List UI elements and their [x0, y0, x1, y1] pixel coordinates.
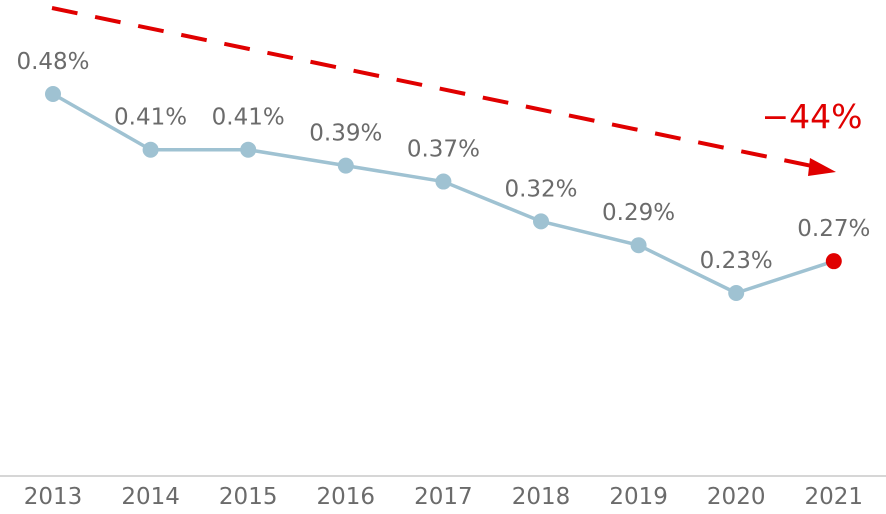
data-point-2017 — [435, 173, 452, 190]
data-point-2019 — [630, 237, 647, 254]
data-label-2020: 0.23% — [700, 248, 773, 274]
x-tick-2016: 2016 — [317, 484, 376, 510]
x-tick-2021: 2021 — [805, 484, 864, 510]
x-tick-2020: 2020 — [707, 484, 766, 510]
data-point-2016 — [337, 157, 354, 174]
data-label-2021: 0.27% — [797, 216, 870, 242]
data-label-2019: 0.29% — [602, 200, 675, 226]
data-point-2018 — [533, 213, 549, 230]
data-labels: 0.48% 0.41% 0.41% 0.39% 0.37% 0.32% 0.29% 0.23%… — [16, 49, 870, 274]
x-tick-2015: 2015 — [219, 484, 278, 510]
data-label-2015: 0.41% — [212, 105, 285, 131]
data-label-2017: 0.37% — [407, 137, 480, 163]
trend-label: −44% — [762, 97, 863, 136]
data-label-2014: 0.41% — [114, 105, 187, 131]
data-point-2013 — [45, 86, 61, 102]
x-tick-2013: 2013 — [24, 484, 83, 510]
x-tick-2018: 2018 — [512, 484, 571, 510]
data-label-2013: 0.48% — [16, 49, 89, 75]
data-points — [45, 86, 842, 301]
data-label-2016: 0.39% — [309, 121, 382, 147]
data-point-2014 — [142, 141, 159, 158]
data-label-2018: 0.32% — [504, 176, 577, 202]
x-tick-2014: 2014 — [121, 484, 180, 510]
x-tick-labels: 2013 2014 2015 2016 2017 2018 2019 2020 2021 — [24, 484, 863, 510]
x-tick-2019: 2019 — [609, 484, 668, 510]
data-point-2021 — [825, 253, 842, 270]
data-point-2015 — [240, 141, 257, 158]
trend-arrowhead — [808, 158, 836, 176]
data-point-2020 — [728, 285, 745, 301]
x-tick-2017: 2017 — [414, 484, 473, 510]
